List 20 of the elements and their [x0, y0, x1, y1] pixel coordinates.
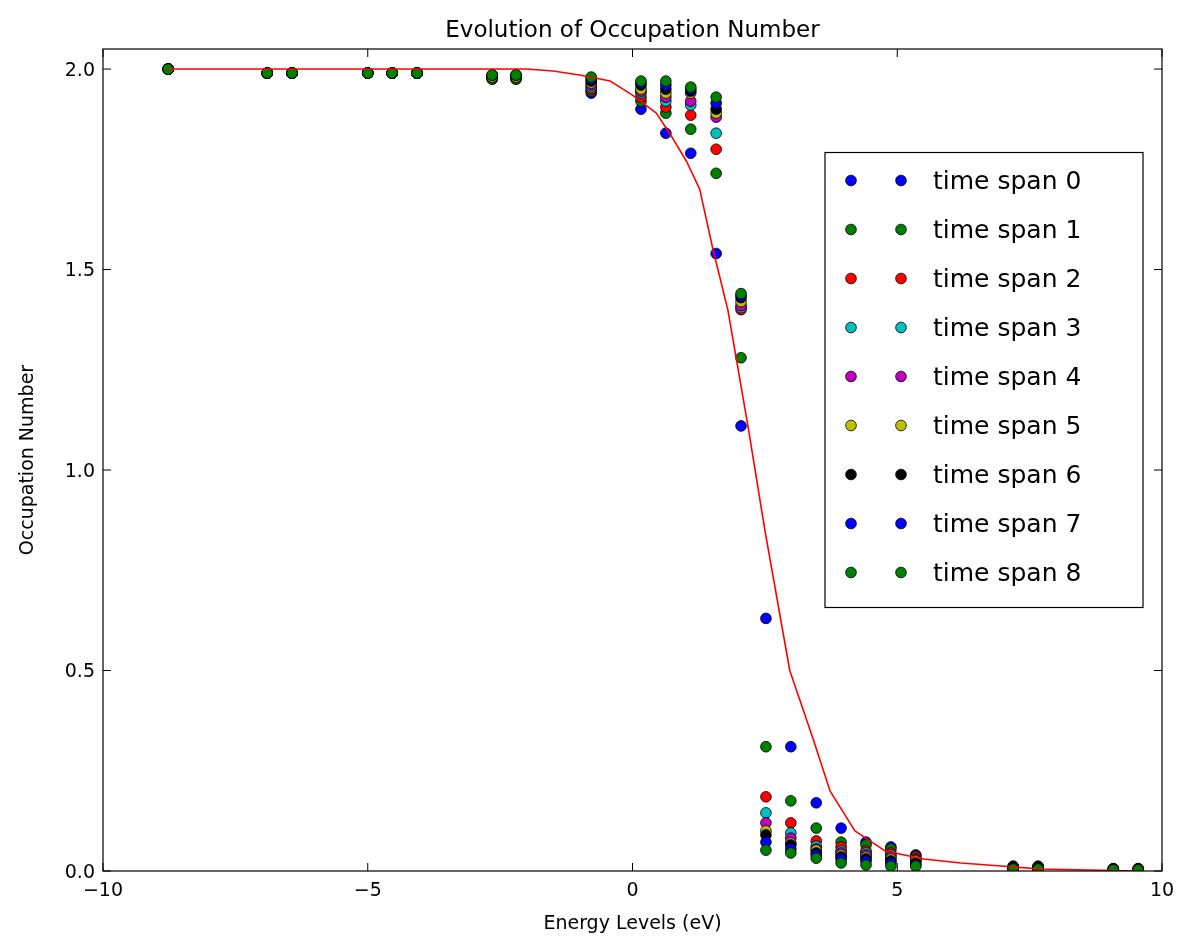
x-tick-label: 5 [891, 878, 904, 900]
y-tick-label: 2.0 [64, 57, 95, 80]
y-tick-label: 1.5 [64, 258, 95, 281]
x-axis-title: Energy Levels (eV) [543, 911, 722, 933]
legend-label: time span 2 [933, 264, 1082, 294]
legend-label: time span 4 [933, 362, 1082, 392]
legend-label: time span 0 [933, 166, 1082, 196]
x-tick-label: 10 [1149, 878, 1175, 900]
y-tick-label: 1.0 [64, 458, 95, 481]
y-axis-title: Occupation Number [15, 364, 37, 556]
legend-label: time span 8 [933, 558, 1082, 588]
legend-label: time span 6 [933, 460, 1082, 490]
legend-label: time span 3 [933, 313, 1082, 343]
chart-title: Evolution of Occupation Number [445, 16, 821, 42]
x-tick-label: −5 [353, 878, 382, 900]
legend-label: time span 5 [933, 411, 1082, 441]
y-tick-label: 0.5 [64, 659, 95, 682]
legend-label: time span 7 [933, 509, 1082, 539]
legend-label: time span 1 [933, 215, 1082, 245]
x-tick-label: 0 [626, 878, 639, 900]
